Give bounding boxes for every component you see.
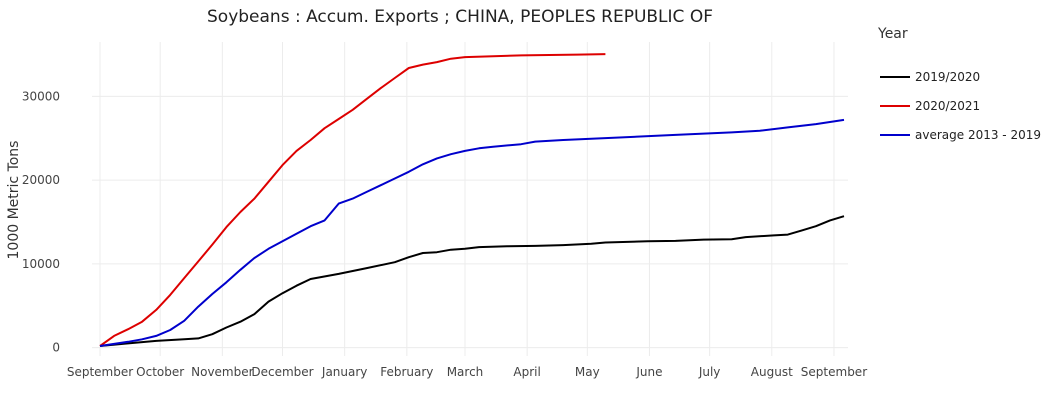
x-tick-label: February <box>380 365 433 379</box>
series-line-2 <box>99 53 606 347</box>
x-tick-label: July <box>698 365 721 379</box>
y-axis-ticks: 0 10000 20000 30000 <box>22 89 60 354</box>
x-tick-label: June <box>635 365 662 379</box>
x-tick-label: January <box>321 365 368 379</box>
y-tick-label: 20000 <box>22 173 60 187</box>
x-tick-label: August <box>751 365 793 379</box>
grid <box>92 42 848 356</box>
x-tick-label: December <box>251 365 313 379</box>
x-tick-label: May <box>575 365 600 379</box>
y-tick-label: 30000 <box>22 89 60 103</box>
x-tick-label: March <box>447 365 484 379</box>
y-tick-label: 10000 <box>22 257 60 271</box>
chart-title: Soybeans : Accum. Exports ; CHINA, PEOPL… <box>207 7 713 27</box>
legend-title: Year <box>877 26 908 42</box>
x-tick-label: November <box>191 365 253 379</box>
x-tick-label: April <box>513 365 540 379</box>
legend-entry: 2019/2020 <box>915 70 980 84</box>
series-line-3 <box>99 118 845 347</box>
x-tick-label: October <box>136 365 184 379</box>
legend-entry: average 2013 - 2019 <box>915 128 1041 142</box>
y-tick-label: 0 <box>52 341 60 355</box>
series-line-1 <box>99 215 845 347</box>
y-axis-label: 1000 Metric Tons <box>6 141 22 260</box>
series-lines <box>99 53 845 347</box>
x-tick-label: September <box>67 365 133 379</box>
legend-entry: 2020/2021 <box>915 99 980 113</box>
legend: Year 2019/2020 2020/2021 average 2013 - 20… <box>877 26 1041 142</box>
x-tick-label: September <box>801 365 867 379</box>
